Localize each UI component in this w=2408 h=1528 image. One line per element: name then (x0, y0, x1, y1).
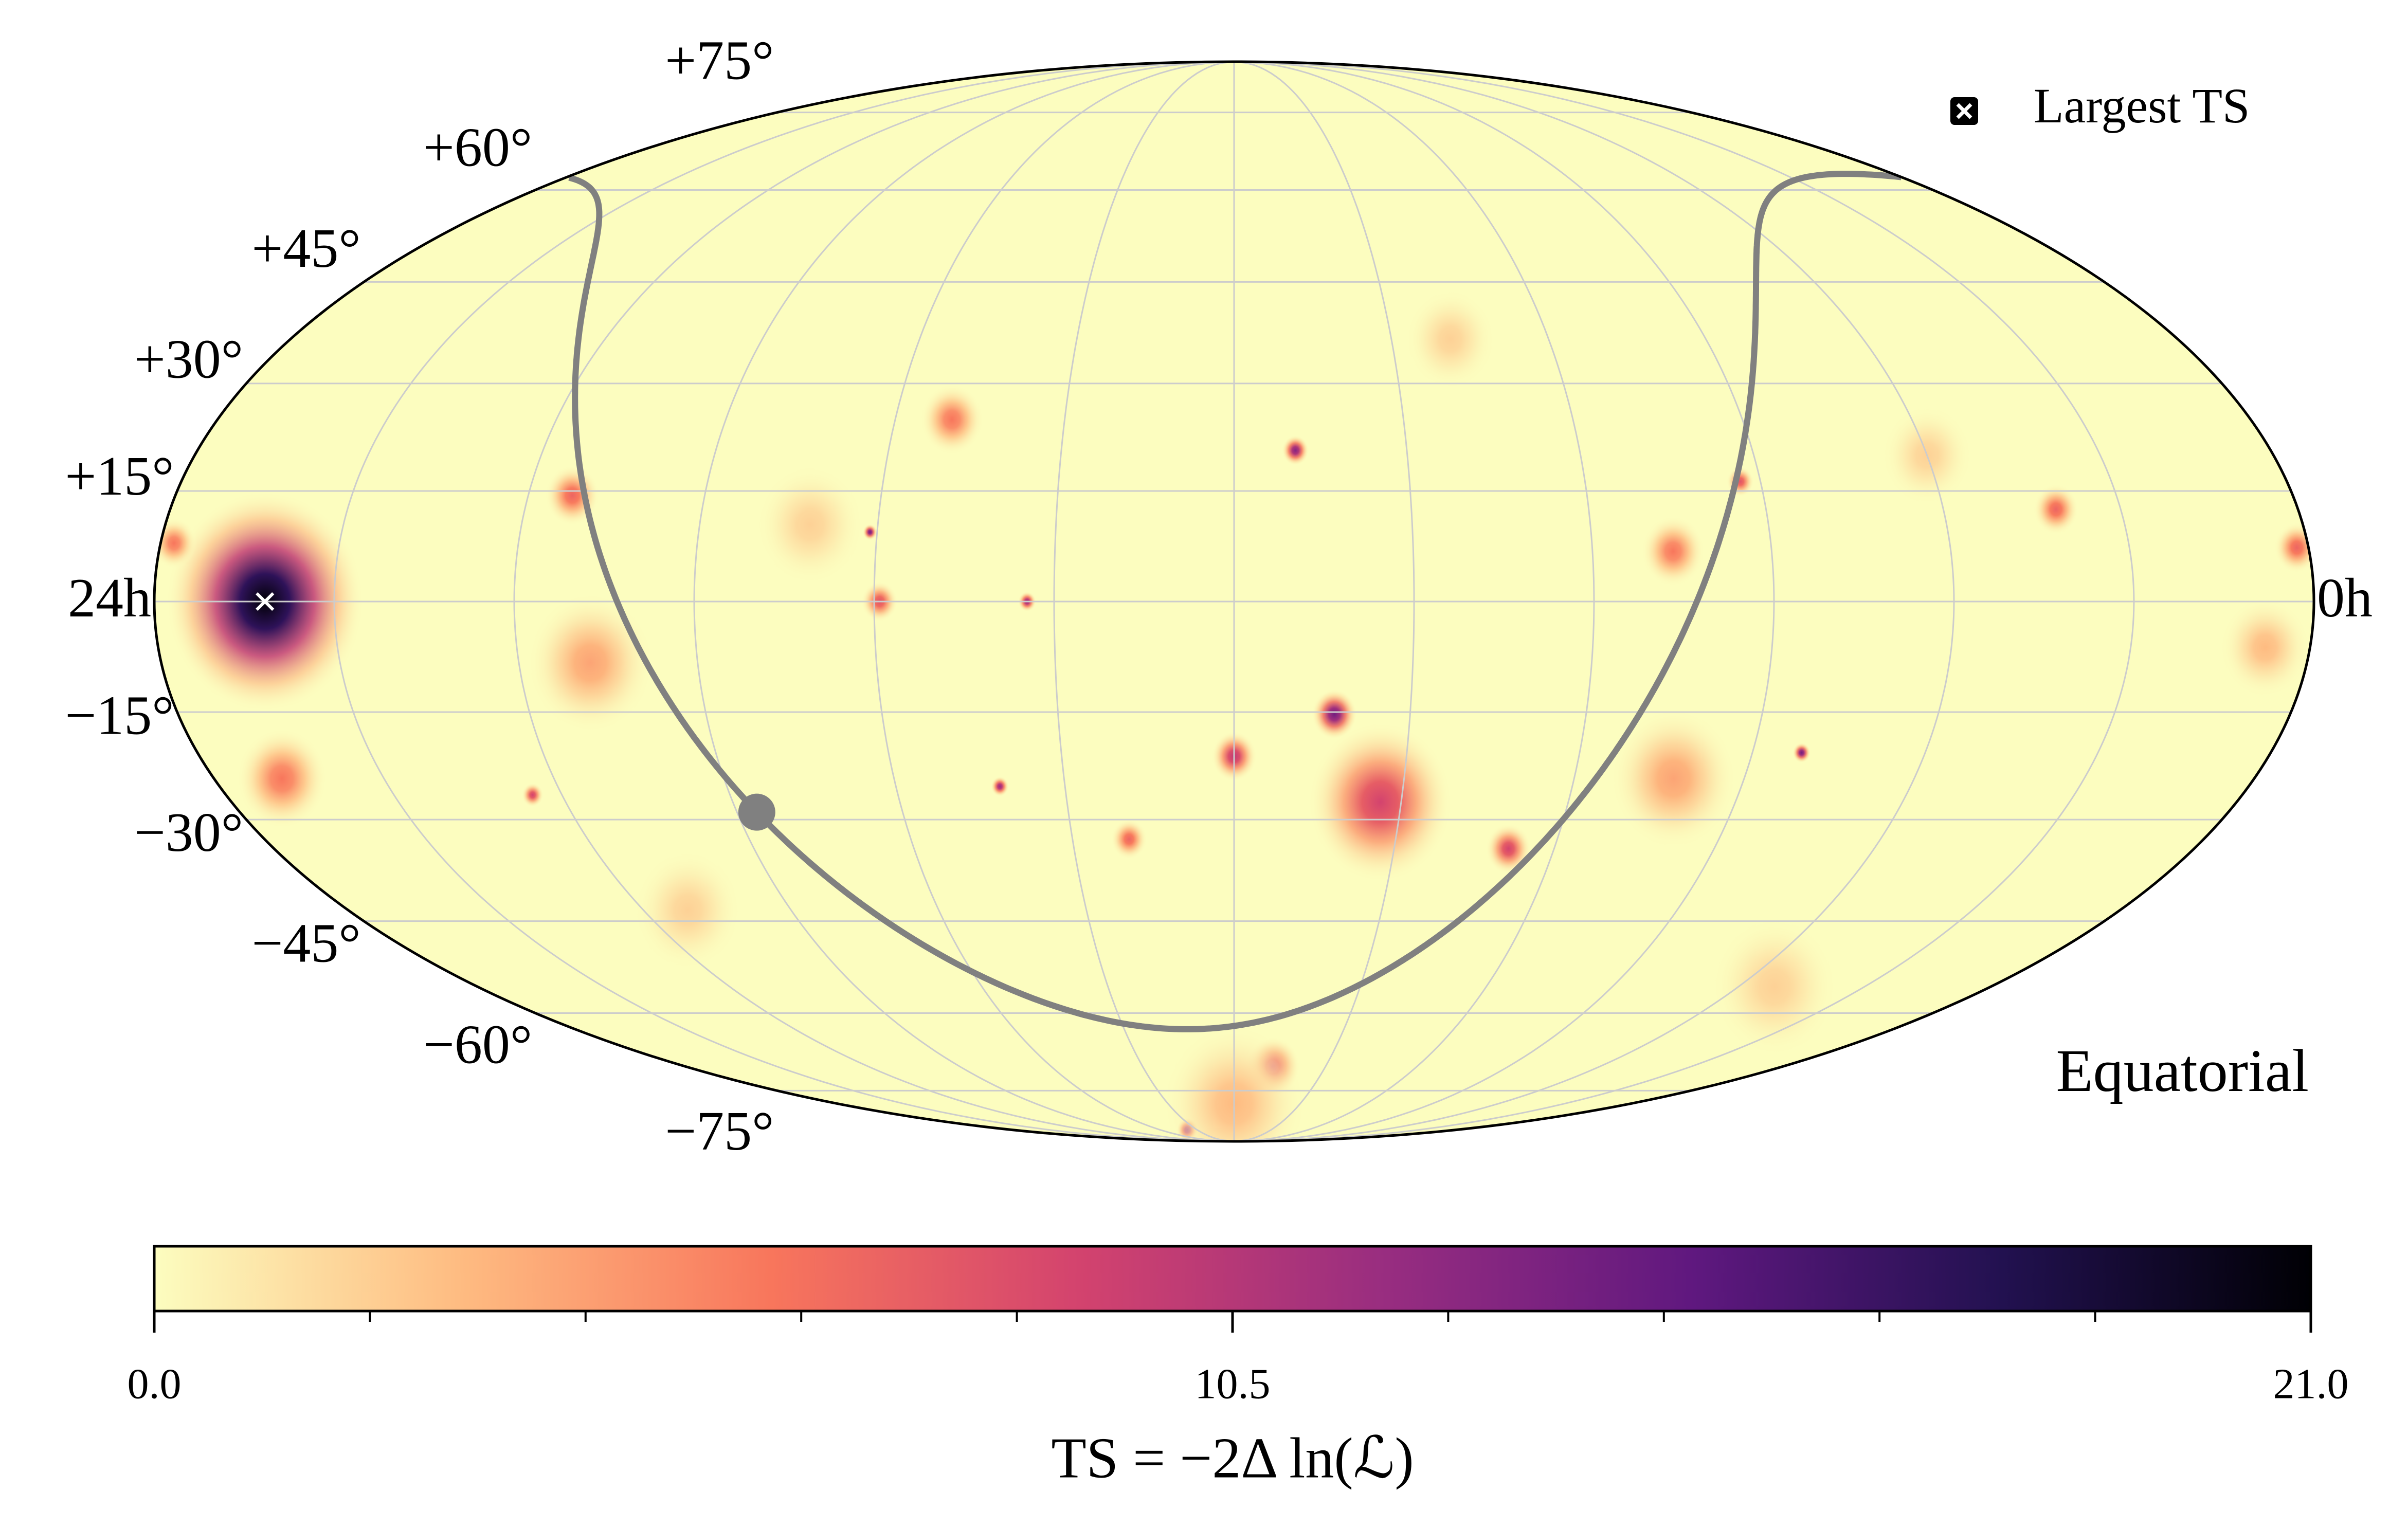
hotspot (527, 592, 654, 733)
grid-line (1234, 62, 1595, 1141)
hotspot (1610, 708, 1737, 849)
hotspot (521, 783, 544, 807)
dec-tick-label: −60° (423, 1014, 532, 1075)
colorbar-tick-label: 0.0 (128, 1360, 182, 1408)
hotspot (1308, 721, 1453, 882)
map-border (153, 60, 2315, 1143)
dec-tick-label: +45° (251, 218, 360, 279)
grid-line (1234, 62, 1955, 1141)
grid-line (1234, 62, 1415, 1141)
hotspot (1486, 824, 1531, 874)
grid (154, 62, 2314, 1141)
hotspot (862, 524, 877, 540)
largest-ts-marker (256, 592, 275, 611)
frame-label: Equatorial (2056, 1037, 2309, 1104)
dec-tick-label: +30° (134, 329, 243, 390)
hotspot (633, 850, 742, 971)
colorbar (153, 1245, 2312, 1313)
grid-line (333, 62, 1235, 1141)
dec-tick-label: +15° (65, 446, 174, 507)
legend-marker-cross (1956, 103, 1972, 119)
hotspot (1711, 916, 1838, 1057)
hotspot (920, 384, 984, 455)
galactic-center (738, 793, 775, 831)
hotspot (1312, 689, 1357, 739)
ra-tick-label: 0h (2317, 568, 2373, 629)
dec-tick-label: +75° (665, 30, 774, 91)
legend-label: Largest TS (2034, 78, 2250, 133)
hotspot (1793, 742, 1811, 763)
hotspot (1641, 516, 1705, 587)
dec-tick-label: −30° (134, 802, 243, 863)
hotspot (237, 728, 327, 829)
grid-line (1234, 62, 1775, 1141)
hotspot (991, 776, 1009, 797)
hotspot (756, 464, 864, 585)
dec-tick-label: −75° (665, 1101, 774, 1162)
grid-line (513, 62, 1235, 1141)
dec-tick-label: −45° (251, 913, 360, 974)
grid-line (693, 62, 1235, 1141)
hotspot (2033, 484, 2079, 535)
dec-tick-label: +60° (423, 117, 532, 178)
colorbar-tick-label: 21.0 (2273, 1360, 2349, 1408)
dec-tick-label: −15° (65, 685, 174, 747)
hotspot (1111, 819, 1147, 860)
hotspot (1405, 289, 1496, 390)
hotspot (1282, 435, 1309, 466)
grid-line (873, 62, 1235, 1141)
ra-tick-label: 24h (68, 568, 151, 629)
grid-line (1234, 62, 2135, 1141)
colorbar-label: TS = −2Δ ln(ℒ) (1051, 1427, 1414, 1490)
grid-line (1053, 62, 1235, 1141)
galactic-plane (568, 171, 1902, 1032)
hotspot (2220, 597, 2310, 698)
colorbar-tick-label: 10.5 (1195, 1360, 1271, 1408)
